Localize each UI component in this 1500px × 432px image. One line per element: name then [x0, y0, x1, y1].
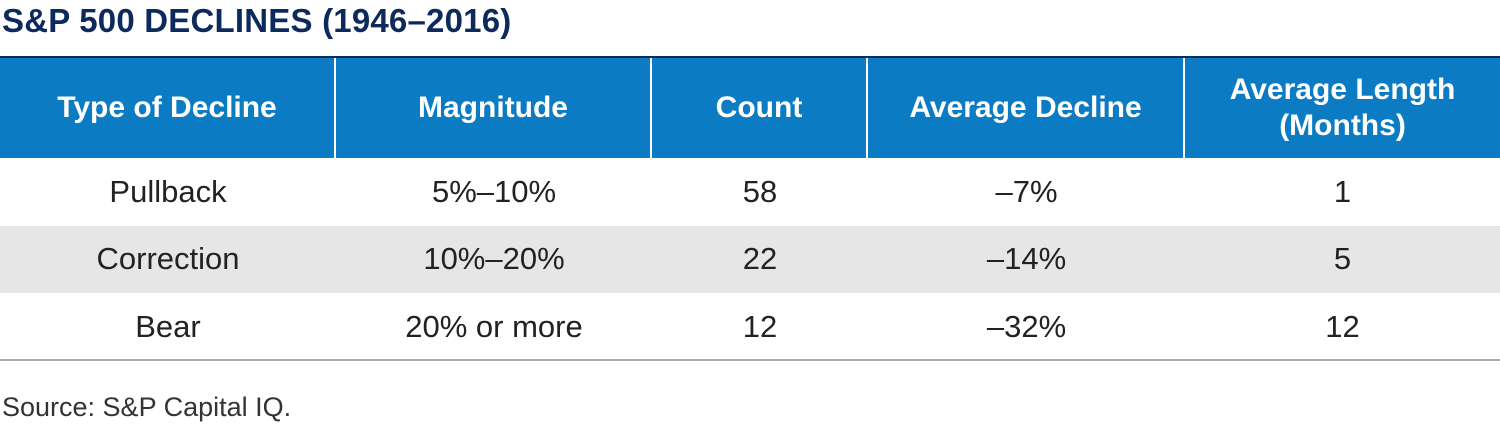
table-cell: 10%–20% [423, 241, 565, 277]
table-cell: Pullback [109, 173, 227, 209]
header-row: Type of Decline Magnitude Count Average Dec… [0, 58, 1500, 158]
table: Type of Decline Magnitude Count Average Dec… [0, 56, 1500, 361]
header-text: Count [715, 91, 803, 124]
header-cell: Count [652, 58, 868, 158]
source-note: Source: S&P Capital IQ. [2, 392, 292, 422]
table-cell: 58 [742, 173, 778, 209]
table-cell: 5 [1333, 241, 1352, 277]
header-text: Average Length (Months) [1229, 73, 1456, 142]
header-text: Type of Decline [57, 91, 277, 124]
header-cell: Average Decline [868, 58, 1185, 158]
table-cell: Correction [96, 241, 240, 277]
table-cell: 1 [1333, 173, 1352, 209]
header-text: Magnitude [418, 91, 568, 124]
table-cell: 22 [742, 241, 778, 277]
table-cell: 5%–10% [431, 173, 557, 209]
table-cell: –14% [986, 241, 1067, 277]
header-cell: Average Length (Months) [1185, 58, 1500, 158]
table-cell: 12 [1325, 308, 1360, 344]
header-cell: Magnitude [336, 58, 652, 158]
table-row: Pullback 5%–10% 58 –7% 1 [0, 158, 1500, 226]
table-cell: 20% or more [405, 308, 583, 344]
header-cell: Type of Decline [0, 58, 336, 158]
table-row: Correction 10%–20% 22 –14% 5 [0, 225, 1500, 293]
table-cell: 12 [742, 308, 778, 344]
table-cell: Bear [135, 308, 201, 344]
header-text: Average Decline [909, 91, 1142, 124]
table-row: Bear 20% or more 12 –32% 12 [0, 293, 1500, 361]
table-cell: –7% [995, 173, 1058, 209]
bottom-rule [0, 359, 1500, 361]
title: S&P 500 DECLINES (1946–2016) [2, 2, 512, 39]
table-cell: –32% [986, 308, 1067, 344]
